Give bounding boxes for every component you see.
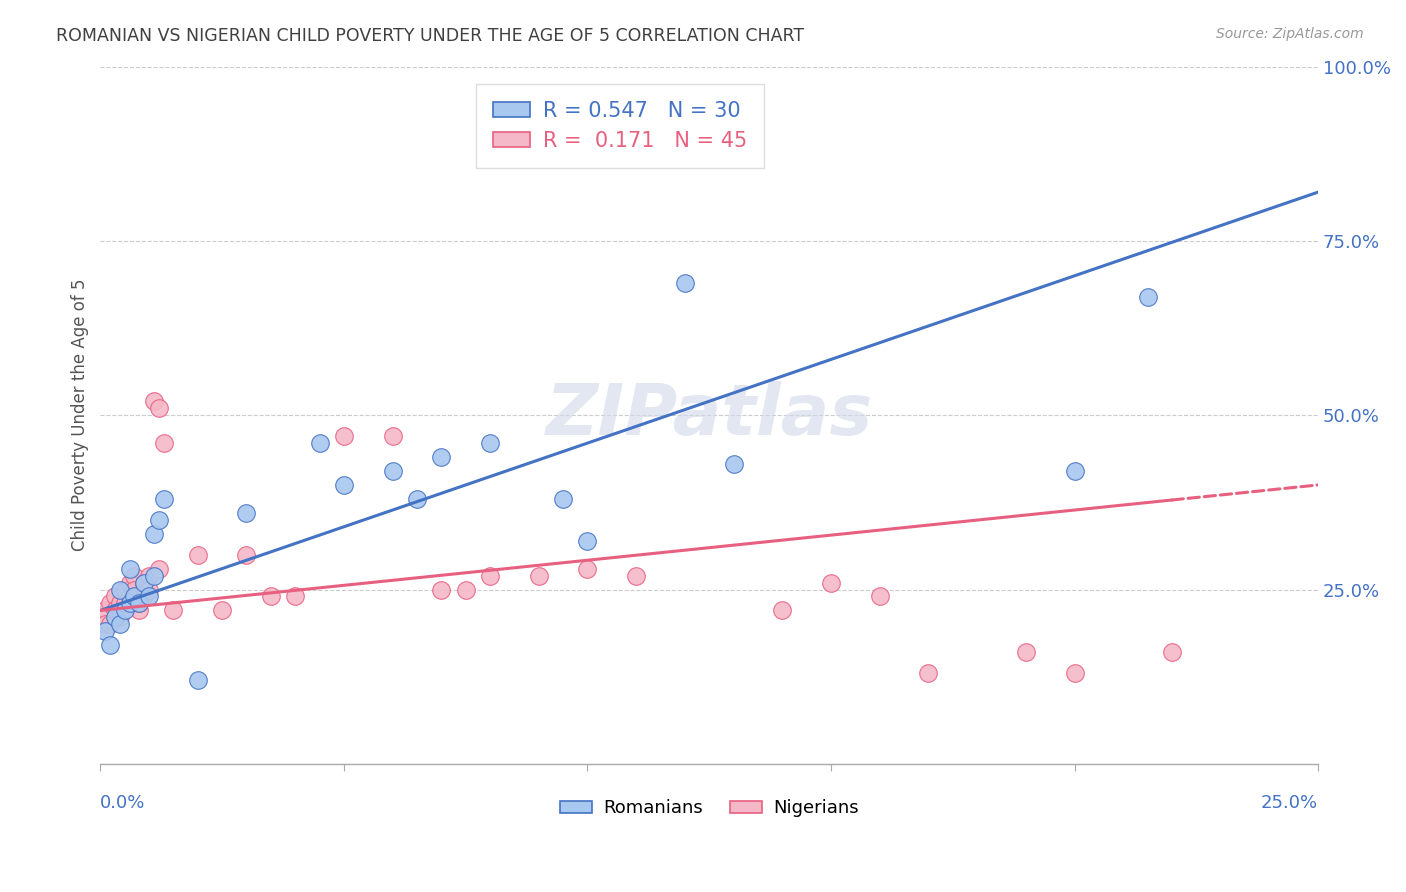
Point (108, 597, 131, 611)
Point (134, 575, 156, 590)
Point (869, 590, 891, 604)
Point (118, 575, 141, 590)
Point (406, 491, 429, 506)
Point (917, 666, 939, 681)
Point (98, 638, 121, 652)
Point (1136, 290, 1159, 304)
Point (104, 603, 127, 617)
Text: ZIPatlas: ZIPatlas (546, 381, 873, 450)
Point (98, 597, 121, 611)
Point (114, 597, 136, 611)
Point (108, 582, 131, 597)
Point (108, 610, 131, 624)
Point (128, 597, 150, 611)
Point (114, 582, 136, 597)
Point (98, 617, 121, 632)
Point (138, 582, 160, 597)
Point (624, 568, 647, 582)
Text: Source: ZipAtlas.com: Source: ZipAtlas.com (1216, 27, 1364, 41)
Point (260, 590, 283, 604)
Point (333, 429, 356, 443)
Point (820, 575, 842, 590)
Point (108, 617, 131, 632)
Legend: Romanians, Nigerians: Romanians, Nigerians (553, 792, 866, 824)
Point (576, 533, 599, 548)
Point (454, 582, 477, 597)
Point (134, 575, 156, 590)
Point (211, 603, 233, 617)
Point (1161, 645, 1184, 659)
Point (770, 603, 793, 617)
Point (430, 450, 453, 464)
Point (1063, 666, 1085, 681)
Point (118, 597, 141, 611)
Point (148, 513, 170, 527)
Point (673, 276, 696, 290)
Point (235, 548, 257, 562)
Point (187, 548, 209, 562)
Point (118, 590, 141, 604)
Text: ROMANIAN VS NIGERIAN CHILD POVERTY UNDER THE AGE OF 5 CORRELATION CHART: ROMANIAN VS NIGERIAN CHILD POVERTY UNDER… (56, 27, 804, 45)
Point (152, 436, 174, 450)
Point (381, 429, 404, 443)
Point (128, 603, 150, 617)
Point (553, 491, 575, 506)
Point (104, 610, 127, 624)
Point (128, 597, 150, 611)
Point (142, 394, 165, 409)
Point (479, 436, 502, 450)
Point (1063, 464, 1085, 478)
Text: 0.0%: 0.0% (100, 795, 146, 813)
Point (114, 603, 136, 617)
Point (152, 491, 174, 506)
Point (333, 478, 356, 492)
Point (308, 436, 330, 450)
Point (527, 568, 550, 582)
Point (1015, 645, 1038, 659)
Point (479, 568, 502, 582)
Point (142, 568, 165, 582)
Point (142, 526, 165, 541)
Point (148, 401, 170, 416)
Point (381, 464, 404, 478)
Point (134, 590, 156, 604)
Point (138, 590, 160, 604)
Point (94, 624, 117, 639)
Point (430, 582, 453, 597)
Point (148, 561, 170, 575)
Point (104, 590, 127, 604)
Point (723, 457, 745, 471)
Point (118, 561, 141, 575)
Text: 25.0%: 25.0% (1261, 795, 1319, 813)
Point (94, 603, 117, 617)
Point (124, 582, 146, 597)
Point (576, 561, 599, 575)
Point (124, 568, 146, 582)
Point (284, 590, 307, 604)
Y-axis label: Child Poverty Under the Age of 5: Child Poverty Under the Age of 5 (72, 279, 89, 551)
Point (187, 673, 209, 688)
Point (235, 506, 257, 520)
Point (162, 603, 184, 617)
Point (138, 568, 160, 582)
Point (124, 590, 146, 604)
Point (94, 617, 117, 632)
